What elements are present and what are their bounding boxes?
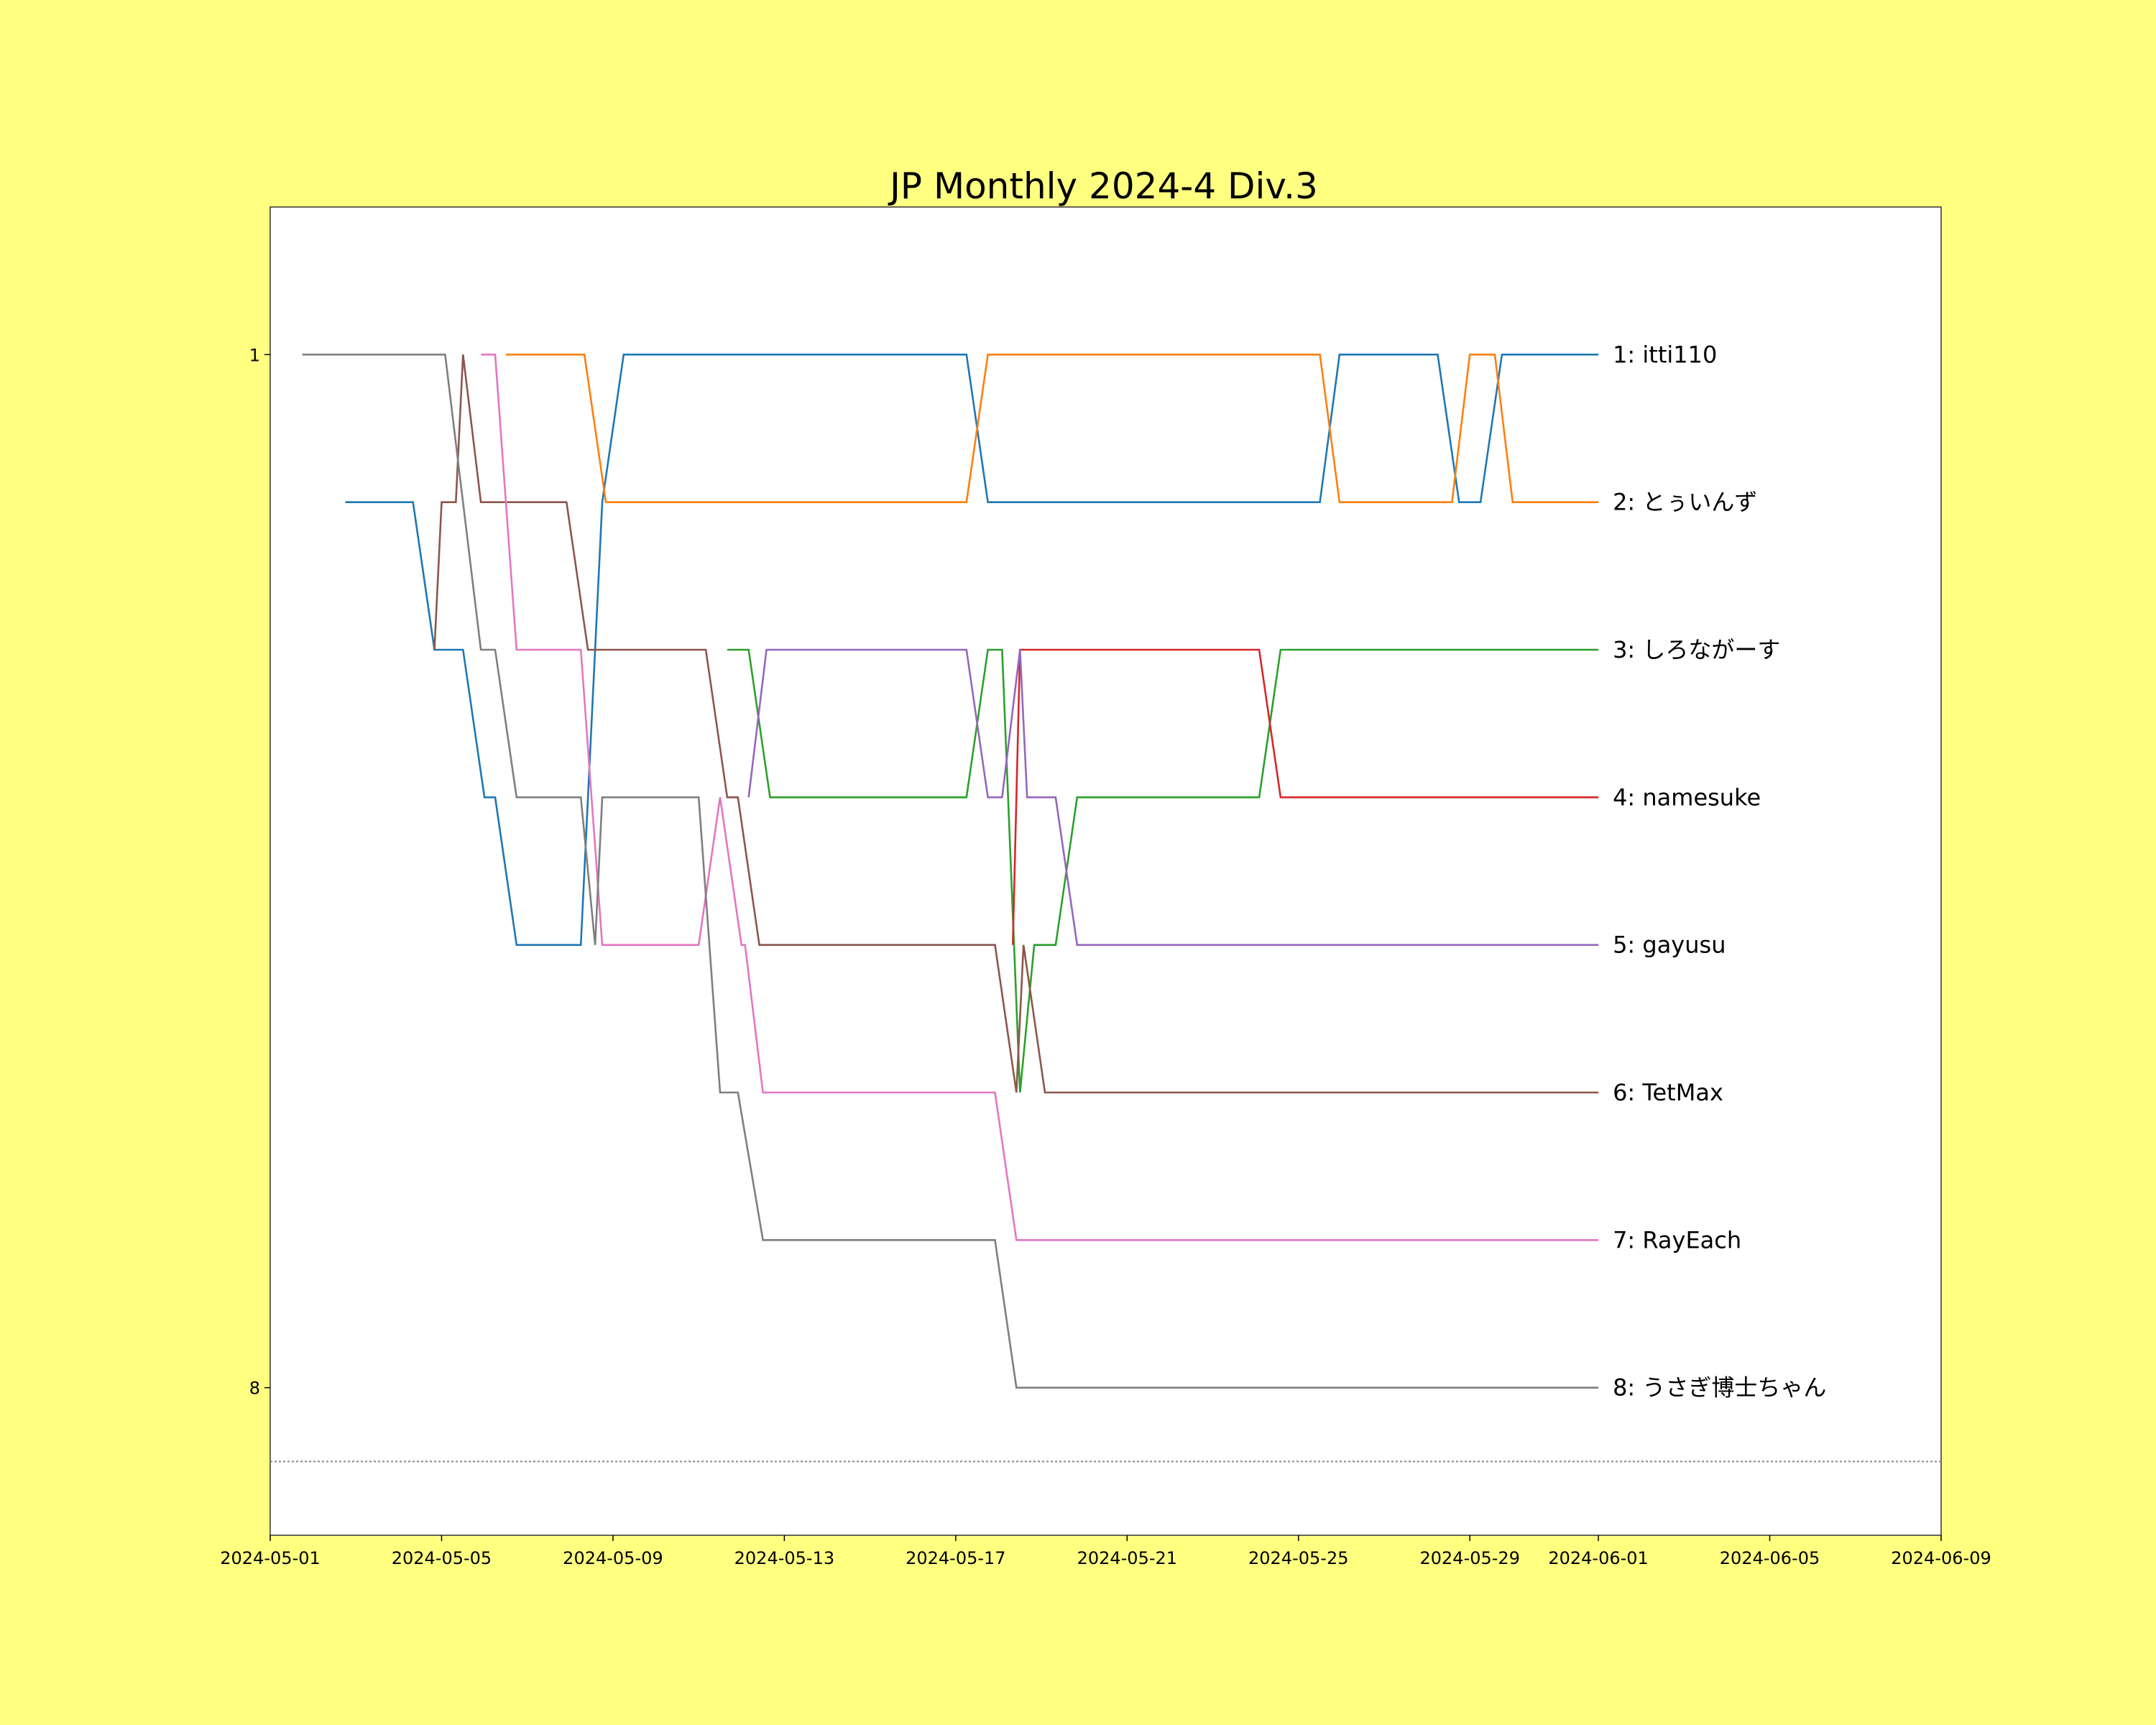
x-tick-label: 2024-06-09 xyxy=(1891,1548,1991,1568)
plot-area xyxy=(270,206,1942,1536)
x-tick-label: 2024-05-05 xyxy=(392,1548,492,1568)
x-tick-label: 2024-05-29 xyxy=(1419,1548,1519,1568)
series-layer xyxy=(302,353,1599,1389)
x-tick-label: 2024-05-17 xyxy=(906,1548,1005,1568)
series-label-1: 1: itti110 xyxy=(1613,341,1717,368)
x-tick-label: 2024-05-01 xyxy=(220,1548,320,1568)
series-line-6 xyxy=(433,354,1599,1094)
series-label-2: 2: とぅいんず xyxy=(1613,489,1757,516)
series-line-4 xyxy=(1012,648,1599,945)
end-label-layer: 1: itti110 2: とぅいんず 3: しろながーす 4: namesuke 5:… xyxy=(1613,341,1826,1401)
series-line-5 xyxy=(747,648,1599,946)
series-label-6: 6: TetMax xyxy=(1613,1079,1723,1106)
series-line-1 xyxy=(345,353,1599,946)
x-tick-label: 2024-05-09 xyxy=(563,1548,663,1568)
series-label-3: 3: しろながーす xyxy=(1613,636,1780,663)
series-line-2 xyxy=(505,353,1599,504)
series-line-8 xyxy=(302,353,1599,1389)
y-tick-label: 1 xyxy=(249,345,260,365)
y-tick-label: 8 xyxy=(249,1379,260,1399)
x-tick-label: 2024-05-21 xyxy=(1077,1548,1177,1568)
series-label-5: 5: gayusu xyxy=(1613,932,1726,959)
axis-layer: 2024-05-01 2024-05-05 2024-05-09 2024-05-13… xyxy=(220,345,1991,1568)
x-tick-label: 2024-05-25 xyxy=(1248,1548,1348,1568)
series-label-7: 7: RayEach xyxy=(1613,1226,1741,1254)
series-line-3 xyxy=(727,648,1599,1093)
chart-title: JP Monthly 2024-4 Div.3 xyxy=(888,165,1318,207)
series-label-4: 4: namesuke xyxy=(1613,783,1761,811)
x-tick-label: 2024-06-05 xyxy=(1720,1548,1820,1568)
series-line-7 xyxy=(481,353,1599,1241)
x-tick-label: 2024-05-13 xyxy=(734,1548,834,1568)
x-tick-label: 2024-06-01 xyxy=(1548,1548,1648,1568)
series-label-8: 8: うさぎ博士ちゃん xyxy=(1613,1374,1826,1402)
